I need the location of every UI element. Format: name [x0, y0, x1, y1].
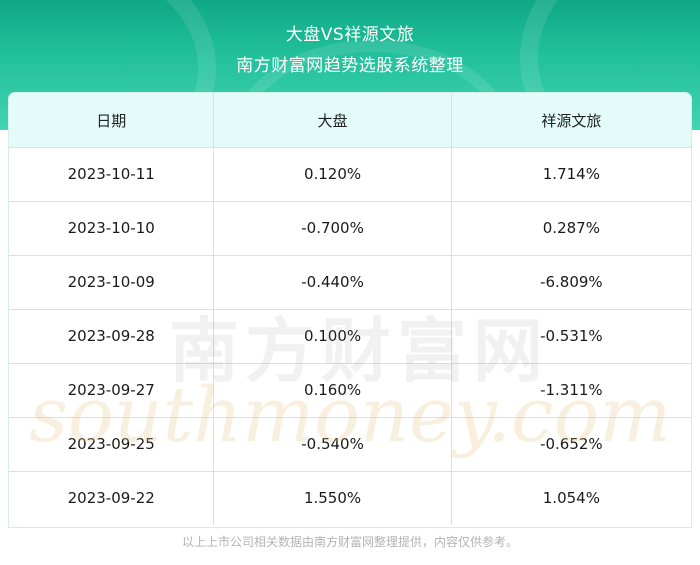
column-header-date: 日期 — [9, 93, 215, 147]
table-header-row: 日期 大盘 祥源文旅 — [9, 93, 691, 148]
market-change-cell: 1.550% — [214, 471, 452, 525]
page-title: 大盘VS祥源文旅 — [285, 25, 415, 45]
table-row: 2023-09-25 -0.540% -0.652% — [9, 417, 691, 472]
stock-change-cell: -1.311% — [540, 381, 603, 399]
page-subtitle: 南方财富网趋势选股系统整理 — [236, 56, 464, 76]
table-row: 2023-10-09 -0.440% -6.809% — [9, 255, 691, 310]
date-cell: 2023-09-28 — [9, 309, 215, 363]
market-change-cell: 0.160% — [214, 363, 452, 417]
market-change-cell: 0.120% — [214, 147, 452, 201]
date-cell: 2023-09-22 — [9, 471, 215, 525]
table-row: 2023-09-28 0.100% -0.531% — [9, 309, 691, 364]
table-row: 2023-09-27 0.160% -1.311% — [9, 363, 691, 418]
date-cell: 2023-10-10 — [9, 201, 215, 255]
date-cell: 2023-09-25 — [9, 417, 215, 471]
market-change-cell: -0.440% — [214, 255, 452, 309]
stock-change-cell: -0.652% — [540, 435, 603, 453]
market-change-cell: -0.540% — [214, 417, 452, 471]
date-cell: 2023-10-09 — [9, 255, 215, 309]
stock-change-cell: -0.531% — [540, 327, 603, 345]
market-change-cell: 0.100% — [214, 309, 452, 363]
market-change-cell: -0.700% — [214, 201, 452, 255]
date-cell: 2023-10-11 — [9, 147, 215, 201]
column-header-stock: 祥源文旅 — [541, 111, 602, 130]
comparison-table: 日期 大盘 祥源文旅 2023-10-11 0.120% 1.714% 2023… — [9, 93, 691, 527]
table-row: 2023-09-22 1.550% 1.054% — [9, 471, 691, 525]
stock-change-cell: 1.054% — [542, 489, 600, 507]
column-header-market: 大盘 — [214, 93, 452, 147]
table-row: 2023-10-11 0.120% 1.714% — [9, 147, 691, 202]
footer-disclaimer: 以上上市公司相关数据由南方财富网整理提供，内容仅供参考。 — [181, 535, 518, 549]
stock-change-cell: 0.287% — [542, 219, 600, 237]
date-cell: 2023-09-27 — [9, 363, 215, 417]
stock-change-cell: -6.809% — [540, 273, 603, 291]
stock-change-cell: 1.714% — [542, 165, 600, 183]
table-row: 2023-10-10 -0.700% 0.287% — [9, 201, 691, 256]
